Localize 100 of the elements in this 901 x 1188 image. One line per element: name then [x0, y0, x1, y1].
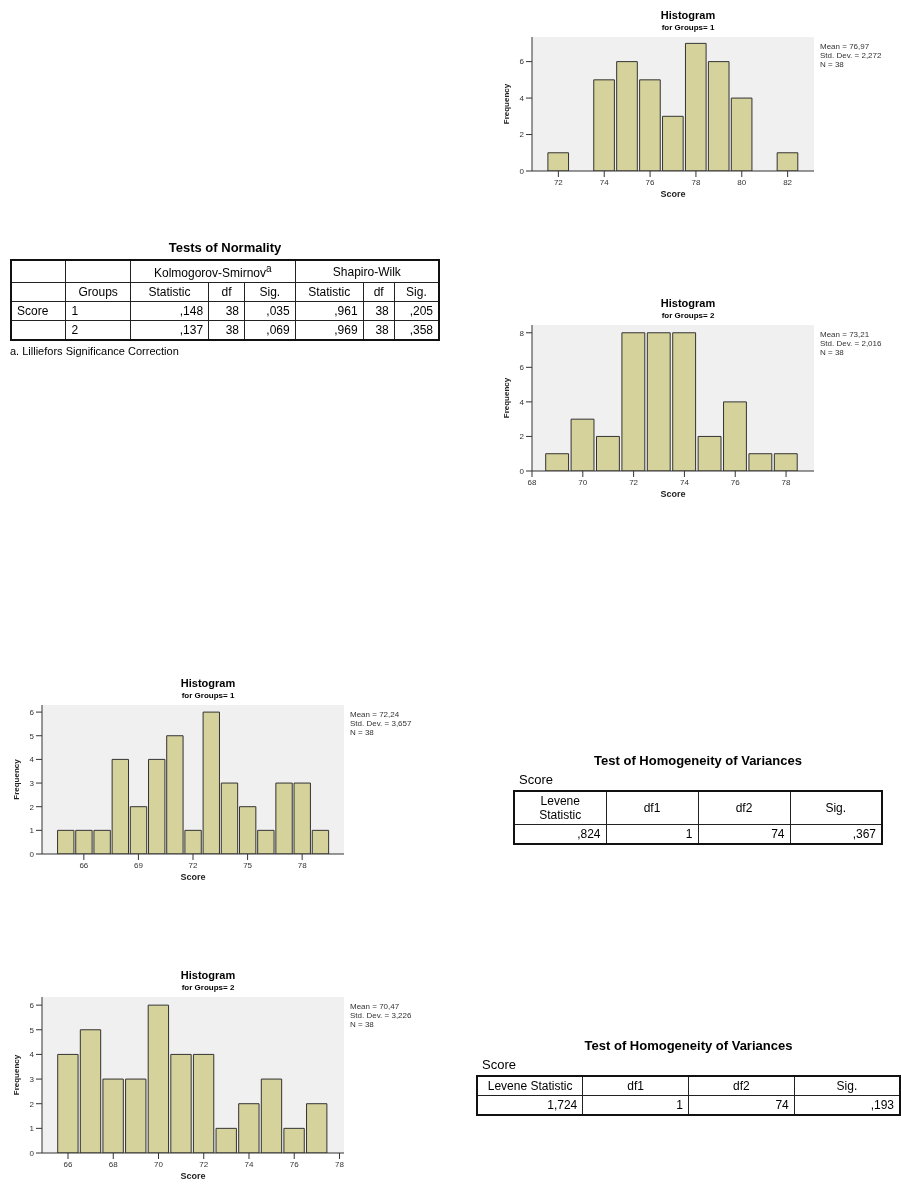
text: 38 — [375, 323, 389, 337]
x-tick-label: 68 — [108, 1159, 119, 1169]
x-tick-label: 70 — [154, 1159, 164, 1169]
text: ,137 — [179, 323, 204, 337]
x-tick-label: 72 — [188, 860, 198, 870]
y-tick-label: 2 — [519, 130, 525, 140]
y-tick-label: 6 — [29, 1000, 35, 1010]
text: df2 — [733, 1079, 750, 1093]
x-tick-label: 78 — [297, 860, 308, 870]
y-tick-label: 6 — [519, 57, 525, 67]
text: Sig. — [406, 285, 427, 299]
text: 1 — [676, 1098, 683, 1112]
text: df1 — [643, 801, 661, 815]
text: 38 — [225, 323, 239, 337]
text: N = 38 — [820, 60, 844, 69]
x-tick-label: 66 — [63, 1159, 74, 1169]
x-tick-label: 75 — [243, 860, 253, 870]
text: df1 — [627, 1079, 644, 1093]
chart-subtitle: for Groups= 1 — [181, 691, 235, 700]
text: ,367 — [852, 827, 876, 841]
text: ,969 — [334, 323, 358, 337]
y-tick-label: 2 — [519, 432, 525, 442]
text: 74 — [771, 827, 785, 841]
chart-subtitle: for Groups= 2 — [181, 983, 235, 992]
y-tick-label: 4 — [29, 1050, 35, 1060]
chart-title: Histogram — [180, 969, 236, 981]
text: df — [373, 285, 384, 299]
text: Sig. — [836, 1079, 858, 1093]
x-tick-label: 76 — [730, 477, 741, 487]
x-axis-title: Score — [180, 1171, 206, 1181]
y-axis-title: Frequency — [501, 83, 511, 125]
x-tick-label: 82 — [783, 177, 793, 187]
y-tick-label: 4 — [519, 93, 525, 103]
text: N = 38 — [820, 348, 844, 357]
x-tick-label: 72 — [553, 177, 564, 187]
text: Std. Dev. = 2,016 — [820, 339, 882, 348]
text: Kolmogorov-Smirnov$^{a}$ — [153, 263, 272, 280]
text: N = 38 — [350, 728, 374, 737]
y-tick-label: 1 — [29, 1124, 35, 1134]
x-axis-title: Score — [660, 489, 686, 499]
text: Score — [519, 772, 553, 787]
text: ,069 — [266, 323, 290, 337]
text: ,824 — [577, 827, 601, 841]
text: 38 — [375, 304, 389, 318]
text: 1 — [685, 827, 693, 841]
text: Sig. — [825, 801, 847, 815]
y-tick-label: 6 — [29, 707, 35, 717]
y-tick-label: 4 — [29, 755, 35, 765]
chart-title: Histogram — [180, 677, 236, 689]
text: 1,724 — [547, 1098, 578, 1112]
text: ,148 — [179, 304, 204, 318]
text: Std. Dev. = 2,272 — [820, 51, 882, 60]
y-tick-label: 4 — [519, 397, 525, 407]
text: ,358 — [409, 323, 433, 337]
text: ,193 — [870, 1098, 894, 1112]
text: 2 — [71, 323, 79, 337]
y-tick-label: 1 — [29, 826, 35, 836]
chart-title: Histogram — [660, 297, 716, 309]
text: ,961 — [334, 304, 358, 318]
x-tick-label: 74 — [599, 177, 610, 187]
text: Levene Statistic — [539, 794, 582, 822]
y-tick-label: 2 — [29, 802, 35, 812]
x-tick-label: 70 — [578, 477, 588, 487]
x-tick-label: 69 — [133, 860, 144, 870]
text: 74 — [775, 1098, 789, 1112]
text: Levene Statistic — [487, 1079, 573, 1093]
text: Mean = 72,24 — [350, 710, 400, 719]
x-tick-label: 78 — [335, 1159, 345, 1169]
chart-subtitle: for Groups= 2 — [661, 311, 715, 320]
text: ,035 — [266, 304, 290, 318]
x-axis-title: Score — [180, 872, 206, 882]
y-tick-label: 0 — [29, 849, 35, 859]
x-tick-label: 76 — [645, 177, 656, 187]
x-tick-label: 68 — [527, 477, 537, 487]
text: Mean = 73,21 — [820, 330, 870, 339]
x-tick-label: 74 — [679, 477, 690, 487]
text: Statistic — [308, 285, 351, 299]
text: Test of Homogeneity of Variances — [594, 753, 802, 768]
y-tick-label: 8 — [519, 328, 525, 338]
text: df — [221, 285, 232, 299]
text: Sig. — [259, 285, 281, 299]
text: Statistic — [148, 285, 191, 299]
y-tick-label: 5 — [29, 1025, 35, 1035]
x-tick-label: 80 — [737, 177, 747, 187]
text: ,205 — [409, 304, 433, 318]
chart-subtitle: for Groups= 1 — [661, 23, 715, 32]
text: Shapiro-Wilk — [332, 264, 401, 279]
x-tick-label: 72 — [199, 1159, 209, 1169]
text: Std. Dev. = 3,226 — [350, 1011, 412, 1020]
x-tick-label: 78 — [781, 477, 792, 487]
y-tick-label: 0 — [519, 466, 525, 476]
x-tick-label: 74 — [244, 1159, 254, 1169]
x-tick-label: 66 — [79, 860, 89, 870]
y-tick-label: 0 — [29, 1148, 35, 1158]
y-tick-label: 5 — [29, 731, 35, 741]
chart-title: Histogram — [660, 9, 716, 21]
y-tick-label: 0 — [519, 166, 525, 176]
text: Std. Dev. = 3,657 — [350, 719, 412, 728]
y-tick-label: 6 — [519, 363, 525, 373]
text: 38 — [225, 304, 239, 318]
